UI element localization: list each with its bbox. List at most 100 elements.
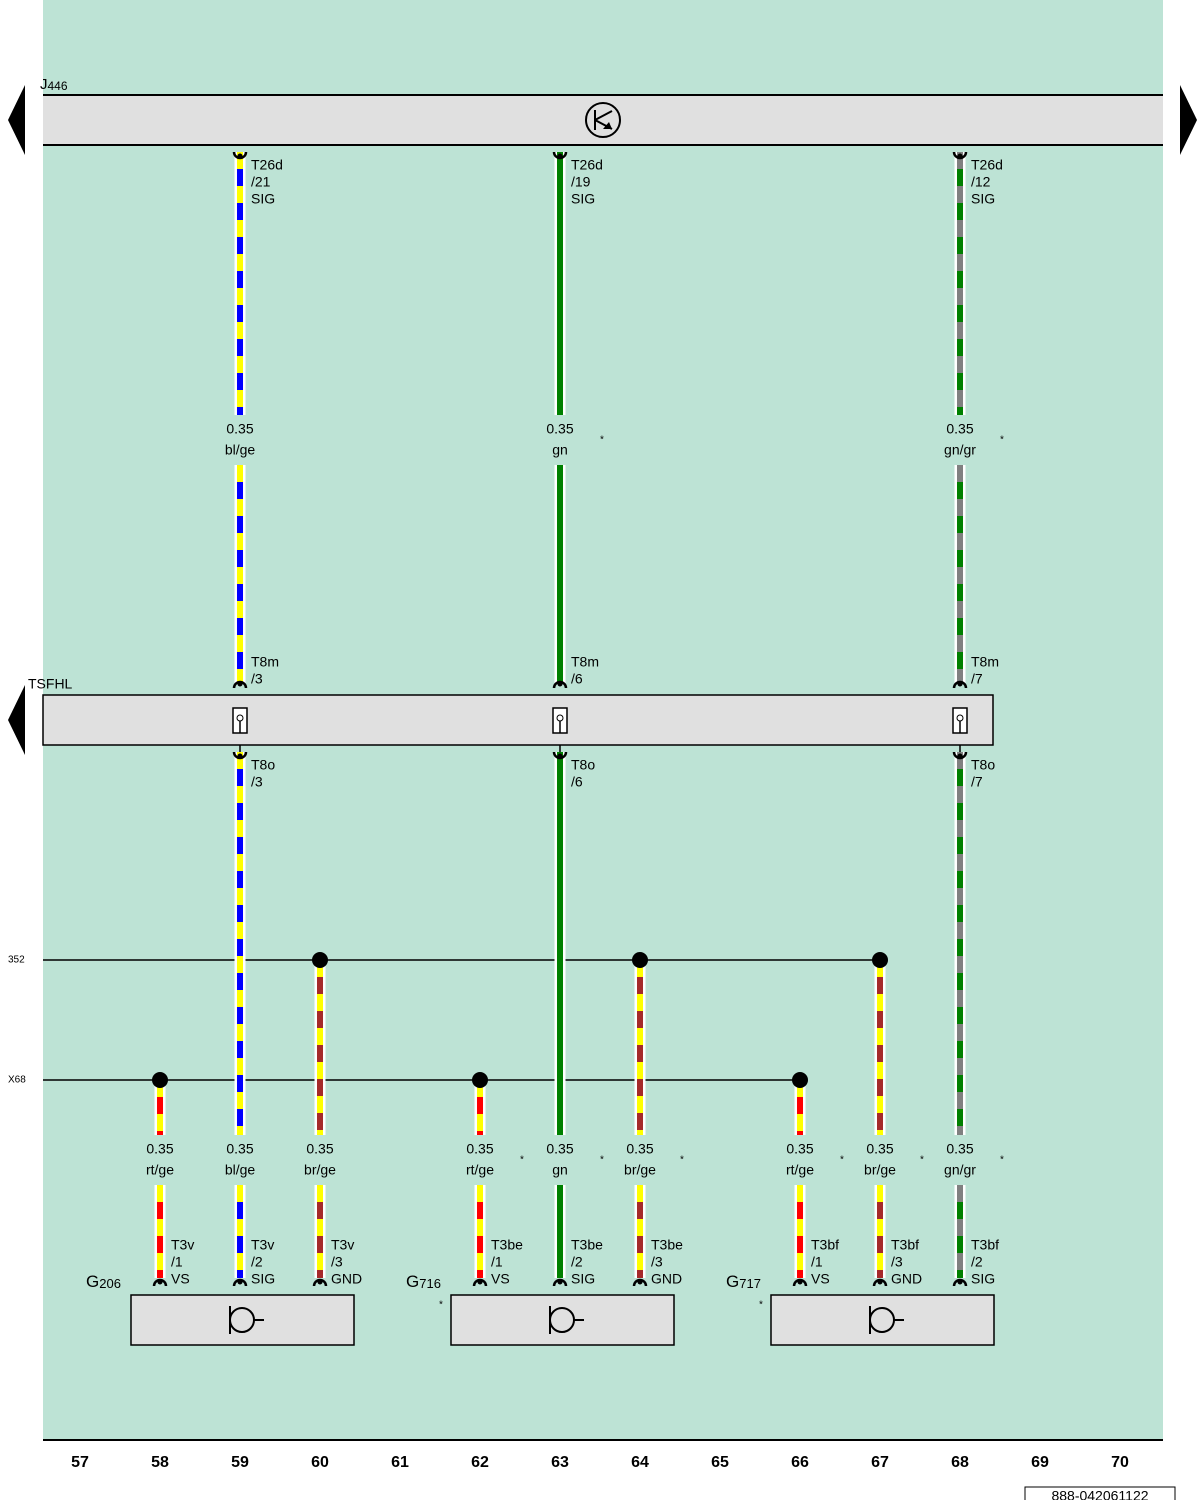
junction-dot: [152, 1072, 168, 1088]
footnote-mark: *: [680, 1155, 684, 1166]
connector-function: SIG: [971, 1271, 995, 1287]
column-number: 62: [471, 1454, 489, 1471]
label-letter: G: [726, 1272, 739, 1291]
component-label: G716: [406, 1272, 441, 1291]
label-number: 716: [419, 1276, 441, 1291]
component-label: G206: [86, 1272, 121, 1291]
footnote-mark: *: [600, 435, 604, 446]
control-unit-label: J446: [40, 76, 68, 93]
connector-function: SIG: [571, 1271, 595, 1287]
label-number: 717: [739, 1276, 761, 1291]
footnote-mark: *: [840, 1155, 844, 1166]
connector-label: T8o: [571, 757, 595, 773]
connector-function: GND: [651, 1271, 682, 1287]
connector-label: T3bf: [891, 1237, 919, 1253]
arrow-left: [8, 85, 25, 155]
connector-pin: /3: [331, 1254, 343, 1270]
connector-dot: [237, 753, 243, 759]
footnote-mark: *: [439, 1300, 443, 1311]
connector-dot: [237, 1279, 243, 1285]
connector-pin: /3: [891, 1254, 903, 1270]
connector-pin: /21: [251, 174, 271, 190]
connector-function: SIG: [571, 191, 595, 207]
column-number: 68: [951, 1454, 969, 1471]
arrow-right: [1180, 85, 1197, 155]
column-number: 64: [631, 1454, 649, 1471]
connector-dot: [877, 1279, 883, 1285]
connector-function: VS: [491, 1271, 510, 1287]
connector-pin: /2: [251, 1254, 263, 1270]
connector-pin: /6: [571, 671, 583, 687]
connector-dot: [957, 1279, 963, 1285]
connector-label: T8o: [251, 757, 275, 773]
connector-label: T8m: [251, 654, 279, 670]
connector-function: GND: [331, 1271, 362, 1287]
connector-dot: [797, 1279, 803, 1285]
junction-dot: [632, 952, 648, 968]
column-number: 63: [551, 1454, 569, 1471]
connector-label: T26d: [571, 157, 603, 173]
footnote-mark: *: [1000, 435, 1004, 446]
label-letter: G: [406, 1272, 419, 1291]
connector-label: T3be: [491, 1237, 523, 1253]
component-label: G717: [726, 1272, 761, 1291]
connector-function: SIG: [251, 1271, 275, 1287]
connector-dot: [557, 1279, 563, 1285]
wire-size: 0.35: [626, 1141, 653, 1157]
connector-dot: [957, 153, 963, 159]
connector-label: T8o: [971, 757, 995, 773]
connector-label: T3be: [571, 1237, 603, 1253]
wire-color-code: gn/gr: [944, 442, 976, 458]
connector-dot: [557, 753, 563, 759]
wire-size: 0.35: [226, 421, 253, 437]
wire-color-code: br/ge: [304, 1162, 336, 1178]
wire-size: 0.35: [866, 1141, 893, 1157]
connector-dot: [237, 153, 243, 159]
wire-color-code: bl/ge: [225, 442, 256, 458]
footnote-mark: *: [600, 1155, 604, 1166]
connector-label: T8m: [571, 654, 599, 670]
connector-label: T3v: [171, 1237, 194, 1253]
connector-pin: /2: [971, 1254, 983, 1270]
wire-color-code: gn/gr: [944, 1162, 976, 1178]
junction-dot: [472, 1072, 488, 1088]
footnote-mark: *: [920, 1155, 924, 1166]
connector-function: SIG: [971, 191, 995, 207]
wire-size: 0.35: [546, 1141, 573, 1157]
connector-pin: /3: [251, 774, 263, 790]
connector-pin: /6: [571, 774, 583, 790]
junction-dot: [872, 952, 888, 968]
wire-size: 0.35: [226, 1141, 253, 1157]
wire-color-code: rt/ge: [466, 1162, 494, 1178]
column-number: 59: [231, 1454, 249, 1471]
wire-color-code: gn: [552, 1162, 568, 1178]
transistor-symbol: [585, 102, 621, 138]
connector-pin: /7: [971, 774, 983, 790]
component-box: [450, 1294, 675, 1346]
connector-pin: /1: [811, 1254, 823, 1270]
wire-color-code: rt/ge: [786, 1162, 814, 1178]
wire-size: 0.35: [786, 1141, 813, 1157]
connector-pin: /1: [171, 1254, 183, 1270]
connector-label: T3bf: [811, 1237, 839, 1253]
wire-size: 0.35: [146, 1141, 173, 1157]
connector-function: SIG: [251, 191, 275, 207]
column-number: 67: [871, 1454, 889, 1471]
connector-station-label: TSFHL: [28, 676, 73, 692]
connector-dot: [157, 1279, 163, 1285]
column-number: 70: [1111, 1454, 1129, 1471]
column-number: 57: [71, 1454, 89, 1471]
connector-label: T3bf: [971, 1237, 999, 1253]
connector-station-bar: [42, 694, 994, 746]
wire-size: 0.35: [466, 1141, 493, 1157]
arrow-left: [8, 685, 25, 755]
wire-color-code: br/ge: [624, 1162, 656, 1178]
connector-pin: /3: [251, 671, 263, 687]
footnote-mark: *: [1000, 1155, 1004, 1166]
junction-dot: [792, 1072, 808, 1088]
connector-dot: [477, 1279, 483, 1285]
footnote-mark: *: [520, 1155, 524, 1166]
column-number: 61: [391, 1454, 409, 1471]
connector-dot: [957, 681, 963, 687]
connector-pin: /7: [971, 671, 983, 687]
